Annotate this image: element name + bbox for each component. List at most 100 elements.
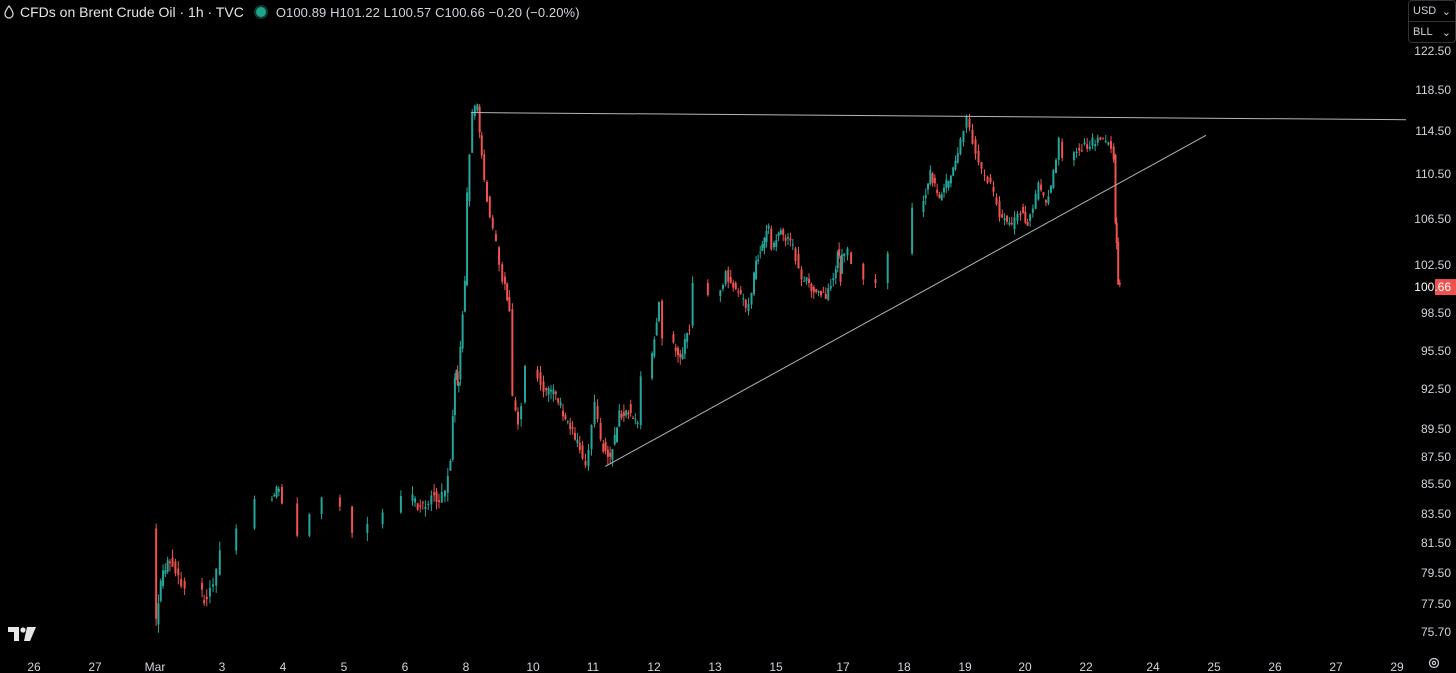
candle-body[interactable] xyxy=(651,353,654,379)
candle-body[interactable] xyxy=(440,491,443,503)
candle-body[interactable] xyxy=(677,347,680,356)
candle-body[interactable] xyxy=(995,197,998,205)
candle-body[interactable] xyxy=(911,207,914,254)
symbol-title[interactable]: CFDs on Brent Crude Oil · 1h · TVC xyxy=(20,4,244,20)
candle-body[interactable] xyxy=(980,162,983,169)
currency-selector[interactable]: USD ⌄ BLL ⌄ xyxy=(1408,0,1456,43)
candle-body[interactable] xyxy=(629,404,632,413)
candle-body[interactable] xyxy=(618,410,621,427)
candle-body[interactable] xyxy=(174,561,177,574)
candle-body[interactable] xyxy=(874,279,877,283)
candle-body[interactable] xyxy=(838,249,841,256)
candle-body[interactable] xyxy=(744,299,747,308)
candle-body[interactable] xyxy=(765,230,768,242)
candle-body[interactable] xyxy=(280,487,283,504)
candle-body[interactable] xyxy=(750,292,753,305)
candle-body[interactable] xyxy=(1112,146,1115,160)
candle-body[interactable] xyxy=(552,389,555,395)
candle-body[interactable] xyxy=(732,282,735,288)
candle-body[interactable] xyxy=(775,240,778,247)
candle-body[interactable] xyxy=(416,503,419,510)
candle-body[interactable] xyxy=(933,177,936,184)
candle-body[interactable] xyxy=(584,460,587,466)
candle-body[interactable] xyxy=(1024,211,1027,223)
candle-body[interactable] xyxy=(468,154,471,201)
candle-body[interactable] xyxy=(411,494,414,502)
candle-body[interactable] xyxy=(794,248,797,262)
candle-body[interactable] xyxy=(661,301,664,339)
candle-body[interactable] xyxy=(414,498,417,503)
candle-body[interactable] xyxy=(827,288,830,300)
candle-body[interactable] xyxy=(1118,282,1121,285)
candle-body[interactable] xyxy=(627,412,630,415)
candle-body[interactable] xyxy=(947,180,950,188)
candle-body[interactable] xyxy=(1040,184,1043,191)
candle-body[interactable] xyxy=(789,238,792,241)
candle-body[interactable] xyxy=(446,476,449,493)
candle-body[interactable] xyxy=(757,259,760,261)
candle-body[interactable] xyxy=(1088,146,1091,149)
candle-body[interactable] xyxy=(931,173,934,183)
candle-body[interactable] xyxy=(1057,137,1060,161)
candle-body[interactable] xyxy=(542,381,545,392)
candle-body[interactable] xyxy=(1034,193,1037,209)
candle-body[interactable] xyxy=(974,139,977,154)
candle-body[interactable] xyxy=(724,271,727,285)
candle-body[interactable] xyxy=(562,410,564,417)
candle-body[interactable] xyxy=(1013,217,1016,230)
candle-body[interactable] xyxy=(1072,152,1075,161)
candle-body[interactable] xyxy=(203,600,206,604)
candle-body[interactable] xyxy=(820,290,822,296)
candle-body[interactable] xyxy=(1022,206,1025,213)
candle-body[interactable] xyxy=(215,568,218,586)
candle-body[interactable] xyxy=(803,280,806,282)
candle-body[interactable] xyxy=(965,116,968,128)
candle-body[interactable] xyxy=(763,237,766,249)
candle-body[interactable] xyxy=(557,398,560,403)
candle-body[interactable] xyxy=(574,432,576,440)
candle-body[interactable] xyxy=(366,524,369,533)
candle-body[interactable] xyxy=(157,603,160,625)
candle-body[interactable] xyxy=(201,583,204,590)
candle-body[interactable] xyxy=(218,550,221,575)
candle-body[interactable] xyxy=(691,283,694,326)
candle-body[interactable] xyxy=(508,297,511,312)
candle-body[interactable] xyxy=(655,322,658,335)
candle-body[interactable] xyxy=(971,129,974,144)
candle-body[interactable] xyxy=(212,584,215,587)
candle-body[interactable] xyxy=(636,422,639,424)
candle-body[interactable] xyxy=(753,272,756,295)
candle-body[interactable] xyxy=(463,280,466,312)
candle-body[interactable] xyxy=(954,160,957,170)
candle-body[interactable] xyxy=(296,503,299,536)
candle-body[interactable] xyxy=(1110,141,1113,149)
candle-body[interactable] xyxy=(1026,221,1029,226)
candle-body[interactable] xyxy=(320,497,323,515)
candle-body[interactable] xyxy=(168,561,171,564)
candle-body[interactable] xyxy=(1054,160,1057,173)
candle-body[interactable] xyxy=(611,449,614,460)
candle-body[interactable] xyxy=(1117,241,1120,285)
candle-body[interactable] xyxy=(779,230,782,235)
candle-body[interactable] xyxy=(455,370,458,379)
candle-body[interactable] xyxy=(456,371,459,386)
candle-body[interactable] xyxy=(564,415,567,420)
candle-body[interactable] xyxy=(977,150,980,163)
candle-body[interactable] xyxy=(520,406,523,420)
candle-body[interactable] xyxy=(1047,196,1050,204)
candle-body[interactable] xyxy=(166,560,169,572)
candle-body[interactable] xyxy=(992,186,995,192)
candle-body[interactable] xyxy=(524,366,526,403)
candle-body[interactable] xyxy=(747,303,750,311)
candle-body[interactable] xyxy=(929,170,932,185)
candle-body[interactable] xyxy=(729,276,732,284)
candle-body[interactable] xyxy=(1029,214,1032,222)
candle-body[interactable] xyxy=(338,497,341,507)
candle-body[interactable] xyxy=(599,422,602,440)
candle-body[interactable] xyxy=(1052,169,1055,188)
candle-body[interactable] xyxy=(657,301,660,321)
candle-body[interactable] xyxy=(759,252,762,254)
candle-body[interactable] xyxy=(459,346,462,380)
candle-body[interactable] xyxy=(164,570,167,574)
